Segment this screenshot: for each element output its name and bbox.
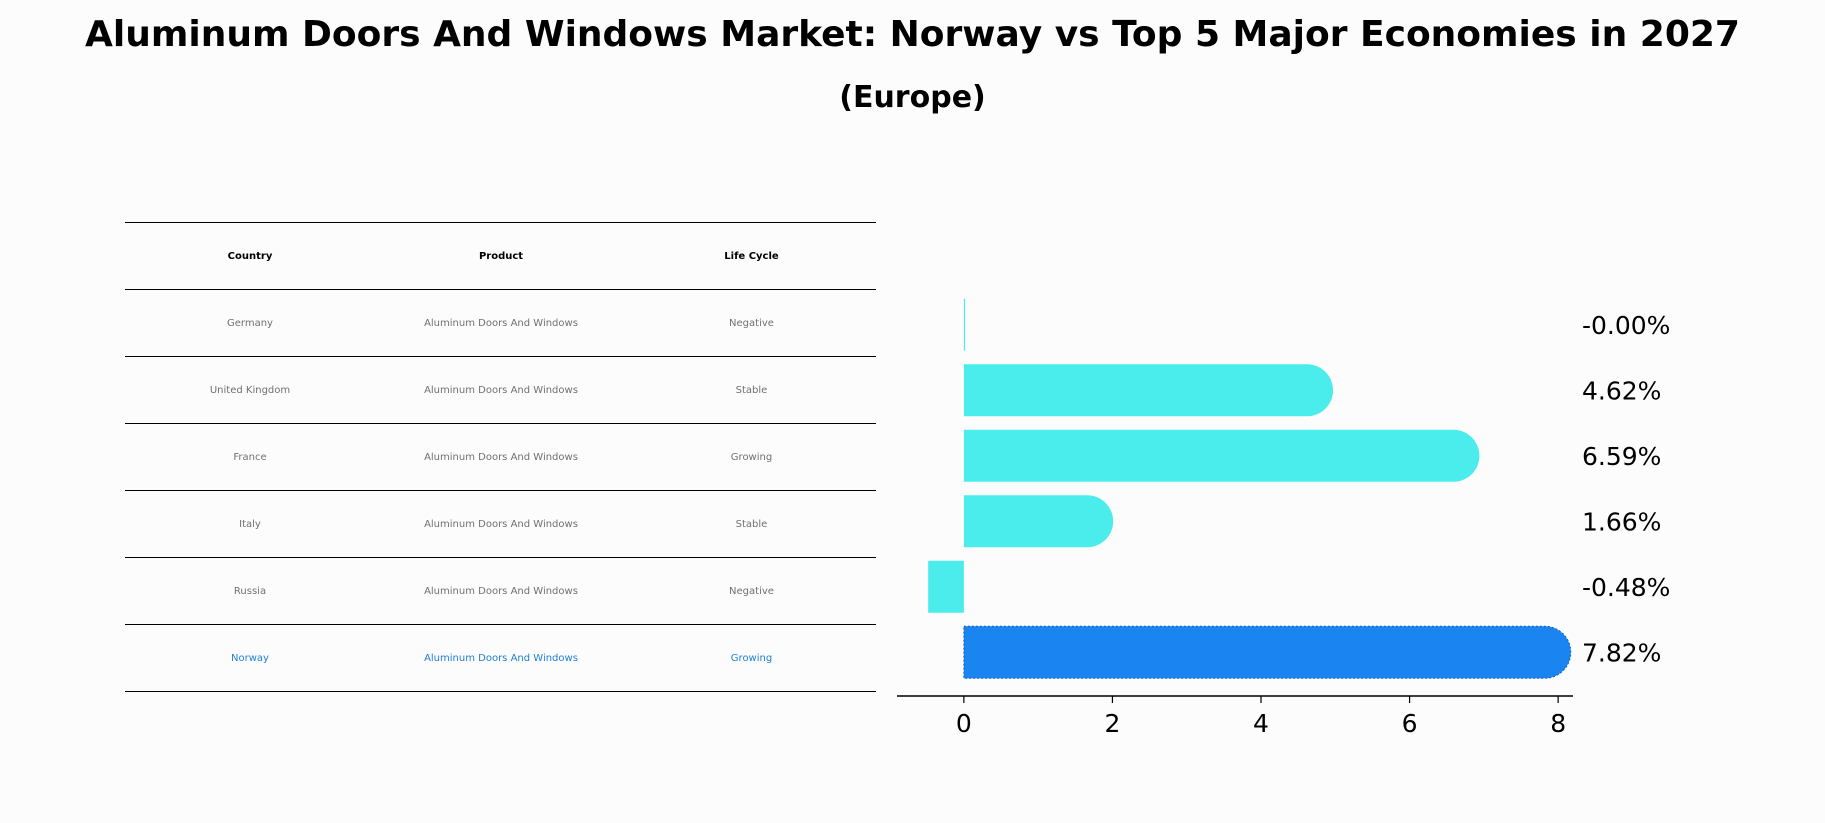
x-tick-label: 4: [1253, 709, 1269, 738]
cell-life-cycle: Growing: [730, 652, 773, 664]
data-label: 7.82%: [1582, 638, 1661, 667]
data-label: 4.62%: [1582, 376, 1661, 405]
table-row-highlight: Norway Aluminum Doors And Windows Growin…: [125, 625, 876, 692]
x-tick-label: 8: [1550, 709, 1566, 738]
table-row: Germany Aluminum Doors And Windows Negat…: [125, 290, 876, 357]
bar-russia: [928, 560, 964, 613]
cell-product: Aluminum Doors And Windows: [424, 384, 578, 396]
cell-country: Germany: [227, 317, 273, 329]
bar-germany: [963, 298, 966, 351]
data-label: -0.00%: [1582, 311, 1670, 340]
data-label: 1.66%: [1582, 507, 1661, 536]
header-country: Country: [227, 250, 273, 262]
header-life-cycle: Life Cycle: [724, 250, 779, 262]
x-tick-label: 0: [956, 709, 972, 738]
x-tick-label: 2: [1104, 709, 1120, 738]
cell-product: Aluminum Doors And Windows: [424, 585, 578, 597]
header-product: Product: [478, 250, 524, 262]
cell-life-cycle: Stable: [735, 384, 768, 396]
data-label: 6.59%: [1582, 442, 1661, 471]
cell-life-cycle: Negative: [729, 317, 774, 329]
cell-life-cycle: Stable: [735, 518, 768, 530]
table-row: United Kingdom Aluminum Doors And Window…: [125, 357, 876, 424]
bar-france: [963, 429, 1480, 482]
cell-life-cycle: Growing: [730, 451, 773, 463]
cell-product: Aluminum Doors And Windows: [424, 652, 578, 664]
market-table: Country Product Life Cycle Germany Alumi…: [125, 222, 876, 692]
cell-country: Norway: [231, 652, 269, 664]
bar-norway: [963, 625, 1572, 679]
table-row: Russia Aluminum Doors And Windows Negati…: [125, 558, 876, 625]
cell-product: Aluminum Doors And Windows: [424, 451, 578, 463]
table-header-row: Country Product Life Cycle: [125, 222, 876, 290]
cell-product: Aluminum Doors And Windows: [424, 518, 578, 530]
chart-subtitle: (Europe): [839, 80, 986, 115]
cell-life-cycle: Negative: [729, 585, 774, 597]
x-tick-label: 6: [1402, 709, 1418, 738]
cell-country: United Kingdom: [209, 384, 291, 396]
data-label: -0.48%: [1582, 573, 1670, 602]
chart-title: Aluminum Doors And Windows Market: Norwa…: [85, 14, 1740, 55]
cell-country: Italy: [239, 518, 261, 530]
cell-country: Russia: [233, 585, 267, 597]
bar-united-kingdom: [963, 364, 1334, 417]
table-row: France Aluminum Doors And Windows Growin…: [125, 424, 876, 491]
bar-italy: [963, 495, 1114, 548]
cell-country: France: [233, 451, 267, 463]
table-row: Italy Aluminum Doors And Windows Stable: [125, 491, 876, 558]
cell-product: Aluminum Doors And Windows: [424, 317, 578, 329]
